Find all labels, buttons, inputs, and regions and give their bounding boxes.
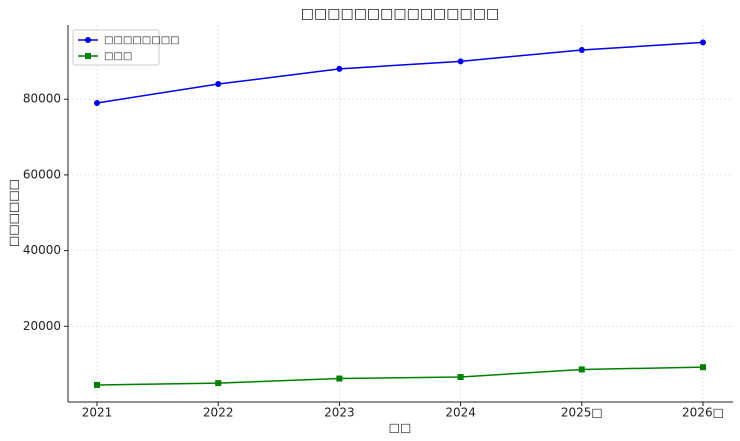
point <box>700 364 706 371</box>
point <box>578 46 585 53</box>
legend: □□□□□□□□□□□ <box>72 29 180 66</box>
point <box>457 58 464 65</box>
legend-label: □□□□□□□□ <box>104 35 180 46</box>
line <box>96 366 704 386</box>
y-tick-label: 40000 <box>23 243 61 257</box>
x-tick-label: 2023 <box>324 406 355 420</box>
x-tick-label: 2022 <box>203 406 234 420</box>
y-axis-label: □□□□□□ <box>7 179 21 247</box>
legend-label: □□□ <box>104 51 132 62</box>
point <box>94 381 100 388</box>
legend-marker <box>85 53 91 59</box>
point <box>336 375 343 382</box>
chart-title: □□□□□□□□□□□□□□□ <box>301 6 499 22</box>
x-tick-label: 2026□ <box>682 406 724 420</box>
x-tick-label: 2024 <box>445 406 476 420</box>
point <box>215 380 222 387</box>
x-tick-label: 2025□ <box>561 406 603 420</box>
x-axis-label: □□ <box>389 421 412 435</box>
x-tick-label: 2021 <box>82 406 113 420</box>
point <box>94 99 100 106</box>
point <box>336 65 343 72</box>
y-tick-label: 20000 <box>23 319 61 333</box>
y-tick-label: 80000 <box>23 92 61 106</box>
y-tick-label: 60000 <box>23 167 61 181</box>
point <box>215 81 222 88</box>
point <box>457 374 464 381</box>
line <box>96 41 704 104</box>
legend-marker <box>85 37 91 43</box>
point <box>578 366 585 373</box>
point <box>700 39 706 46</box>
